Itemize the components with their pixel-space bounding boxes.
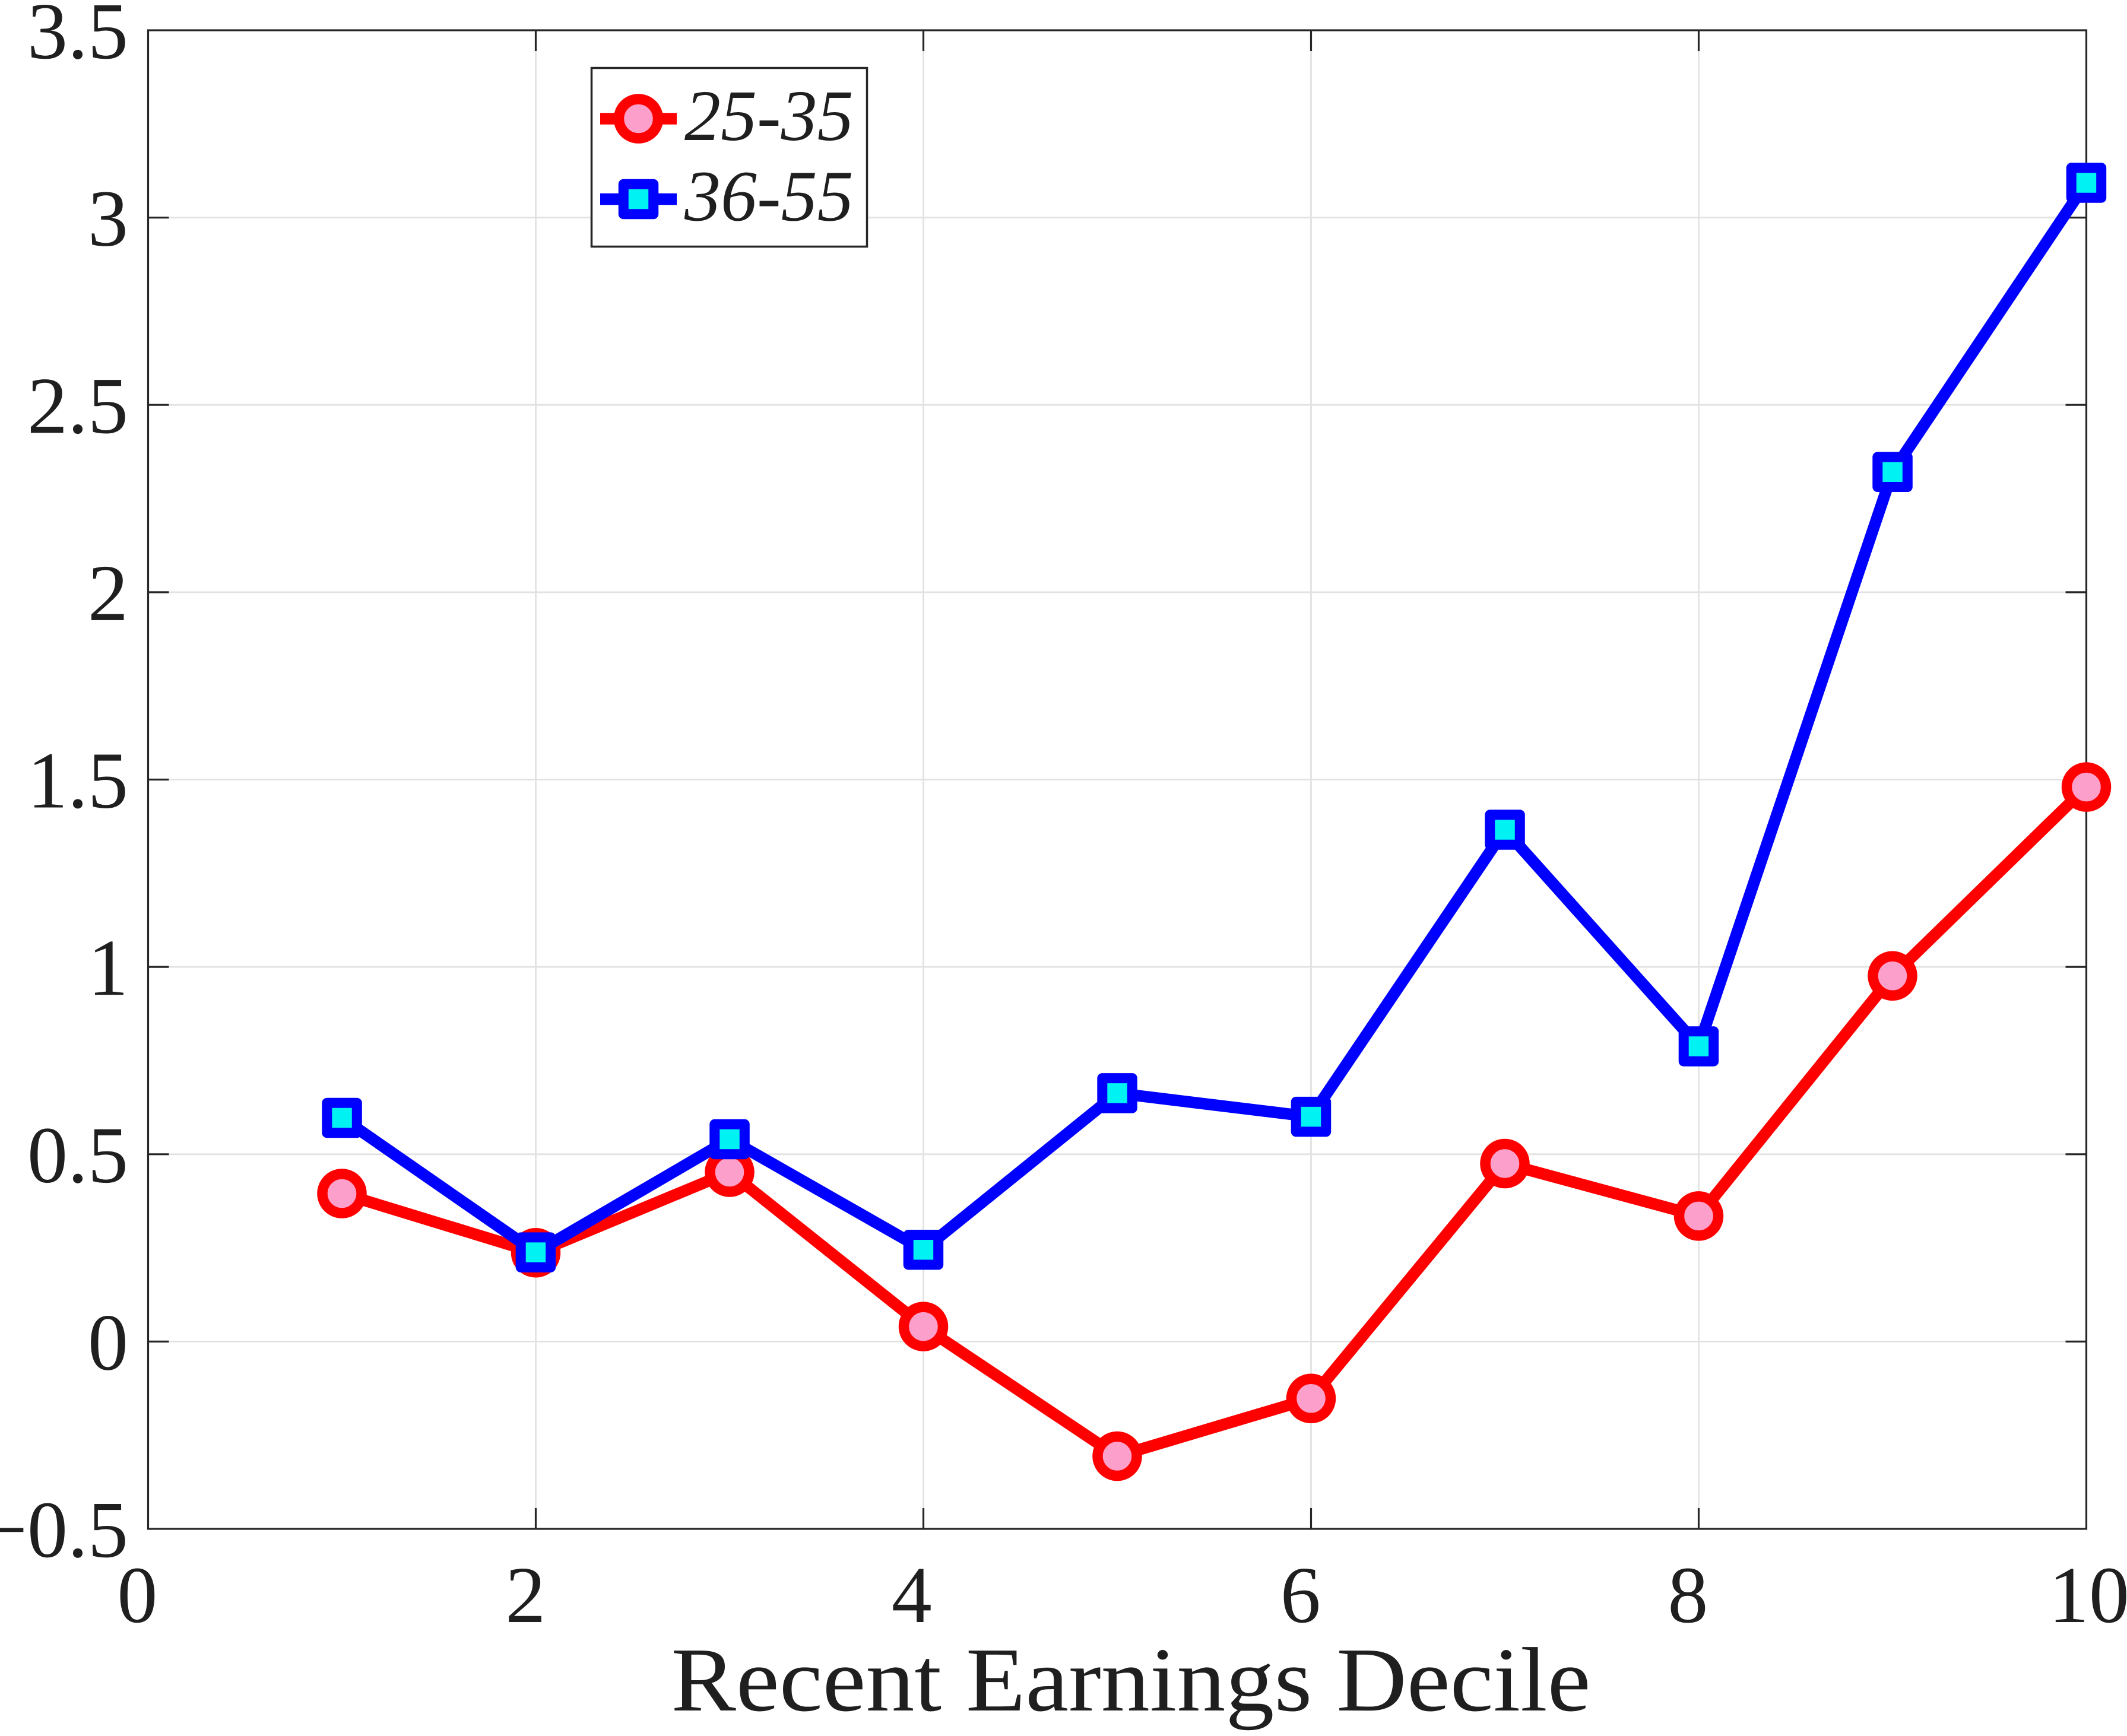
svg-text:1.5: 1.5 — [27, 737, 128, 826]
svg-text:2.5: 2.5 — [27, 361, 128, 450]
svg-text:0: 0 — [117, 1551, 157, 1640]
svg-text:0.5: 0.5 — [27, 1111, 128, 1200]
svg-text:3.5: 3.5 — [27, 0, 128, 76]
svg-text:25-35: 25-35 — [684, 76, 854, 156]
svg-text:8: 8 — [1668, 1551, 1708, 1640]
svg-text:6: 6 — [1280, 1551, 1321, 1640]
svg-text:36-55: 36-55 — [684, 157, 854, 237]
svg-text:4: 4 — [892, 1551, 932, 1640]
svg-text:1: 1 — [88, 923, 128, 1013]
svg-text:3: 3 — [88, 174, 128, 264]
svg-text:0: 0 — [88, 1298, 128, 1387]
svg-text:2: 2 — [505, 1551, 546, 1640]
svg-text:−0.5: −0.5 — [0, 1486, 128, 1575]
svg-text:2: 2 — [88, 549, 128, 638]
svg-text:10: 10 — [2049, 1551, 2127, 1640]
svg-text:Recent Earnings Decile: Recent Earnings Decile — [671, 1630, 1591, 1731]
